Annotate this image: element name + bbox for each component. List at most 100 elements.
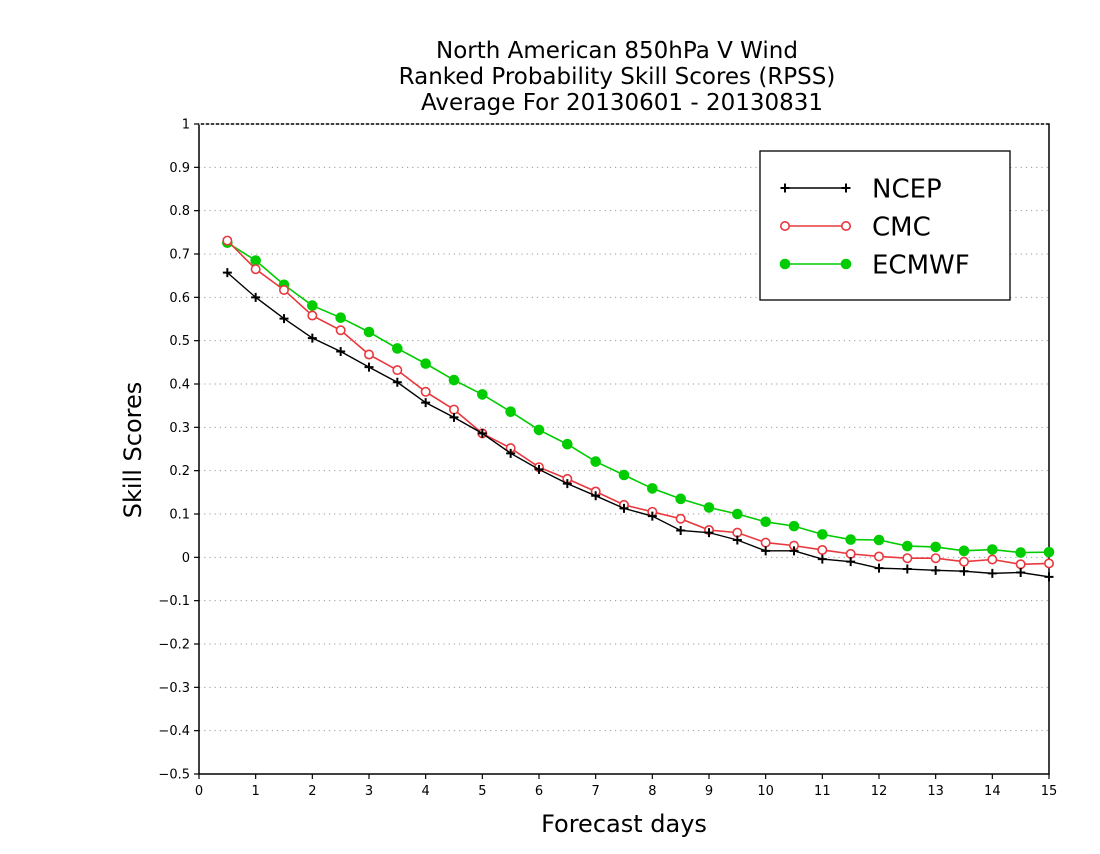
legend-entry-cmc: CMC [779,213,931,243]
x-tick-label: 0 [195,784,203,799]
y-tick-label: −0.2 [158,638,190,653]
data-point-ecmwf [902,540,913,552]
data-point-ecmwf [420,358,431,369]
data-point-ncep [647,511,657,521]
data-point-ecmwf [732,508,743,520]
y-tick-label: 0.8 [169,204,190,219]
data-point-ecmwf [760,516,771,528]
data-point-ecmwf [987,544,998,555]
data-point-ncep [591,491,601,501]
data-point-ncep [279,314,289,324]
data-point-cmc [392,365,403,376]
y-tick-label: 0.6 [169,291,190,306]
data-point-ecmwf [1015,547,1026,558]
legend-marker-cmc [840,221,851,232]
x-tick-label: 9 [705,784,713,799]
y-tick-label: 0.2 [169,464,190,479]
data-point-ecmwf [647,483,658,494]
data-point-ncep [251,292,261,302]
legend-marker-cmc [779,221,790,232]
chart-title: North American 850hPa V Wind Ranked Prob… [399,38,836,116]
data-point-cmc [1015,559,1026,570]
x-tick-label: 4 [422,784,430,799]
y-tick-label: 0.9 [169,161,190,176]
y-tick-label: 0.3 [169,421,190,436]
data-point-ecmwf [958,545,970,557]
y-tick-label: −0.4 [158,724,190,739]
data-point-cmc [222,235,233,246]
chart-title-line-1: North American 850hPa V Wind [436,38,798,64]
data-point-ncep [336,347,346,356]
data-point-ecmwf [307,300,318,311]
data-point-ncep [704,528,714,538]
data-point-ncep [307,333,317,343]
x-tick-label: 15 [1041,784,1058,799]
x-tick-label: 5 [478,784,486,799]
data-point-cmc [958,556,969,567]
data-point-ncep [222,268,232,278]
x-tick-label: 11 [814,784,831,799]
axes: −0.5 −0.4 −0.3 −0.2 −0.1 0 0.1 0.2 0.3 0.4 0.5 0.6 0… [158,118,1057,800]
data-point-ncep [392,377,402,387]
data-point-ncep [846,557,856,567]
data-point-ecmwf [590,456,601,467]
data-point-cmc [420,386,431,397]
data-point-cmc [363,349,374,360]
x-tick-label: 10 [757,784,774,799]
chart-title-line-2: Ranked Probability Skill Scores (RPSS) [399,64,836,90]
data-point-ncep [761,546,771,556]
data-point-ncep [789,546,799,556]
data-point-ncep [1016,568,1026,577]
data-point-cmc [930,553,941,564]
data-point-ecmwf [930,541,941,553]
data-point-ncep [477,428,487,438]
x-tick-label: 7 [592,784,600,799]
data-point-ncep [562,479,572,489]
x-tick-label: 2 [308,784,316,799]
data-point-ncep [421,398,431,408]
series-layer [222,235,1055,582]
data-point-ncep [874,563,884,573]
data-point-cmc [250,264,261,275]
y-tick-label: 0.7 [169,248,190,263]
x-tick-label: 8 [648,784,656,799]
data-point-ncep [534,464,544,474]
y-tick-label: −0.3 [158,681,190,696]
legend-marker-ncep [841,183,851,193]
chart-title-line-3: Average For 20130601 - 20130831 [421,90,823,116]
x-tick-label: 6 [535,784,543,799]
x-tick-label: 12 [871,784,888,799]
y-axis-title: Skill Scores [119,382,147,519]
data-point-ecmwf [562,438,573,450]
y-tick-label: 0.1 [169,508,190,523]
data-point-cmc [278,284,289,295]
data-point-ecmwf [1043,546,1055,558]
data-point-ncep [902,564,912,574]
data-point-ecmwf [250,255,261,266]
y-tick-label: 1 [182,118,190,133]
x-tick-label: 13 [927,784,944,799]
data-point-cmc [987,554,998,565]
data-point-ncep [732,535,742,545]
series-line-ncep [226,272,1050,578]
x-tick-label: 3 [365,784,373,799]
legend-marker-ecmwf [779,258,791,270]
data-point-cmc [448,404,459,415]
data-point-ecmwf [392,343,403,354]
legend-marker-ncep [780,183,790,193]
data-point-ecmwf [618,469,630,481]
y-tick-label: 0.5 [169,334,190,349]
series-ecmwf [222,237,1055,558]
y-tick-label: 0.4 [169,378,190,393]
legend-label-cmc: CMC [872,213,931,243]
y-tick-label: −0.1 [158,594,190,609]
data-point-ecmwf [788,520,800,532]
y-tick-label: 0 [182,551,190,566]
data-point-ncep [619,503,629,513]
y-tick-label: −0.5 [158,768,190,783]
data-point-cmc [845,548,856,559]
legend-entry-ncep: NCEP [780,175,942,205]
data-point-ncep [676,525,686,535]
